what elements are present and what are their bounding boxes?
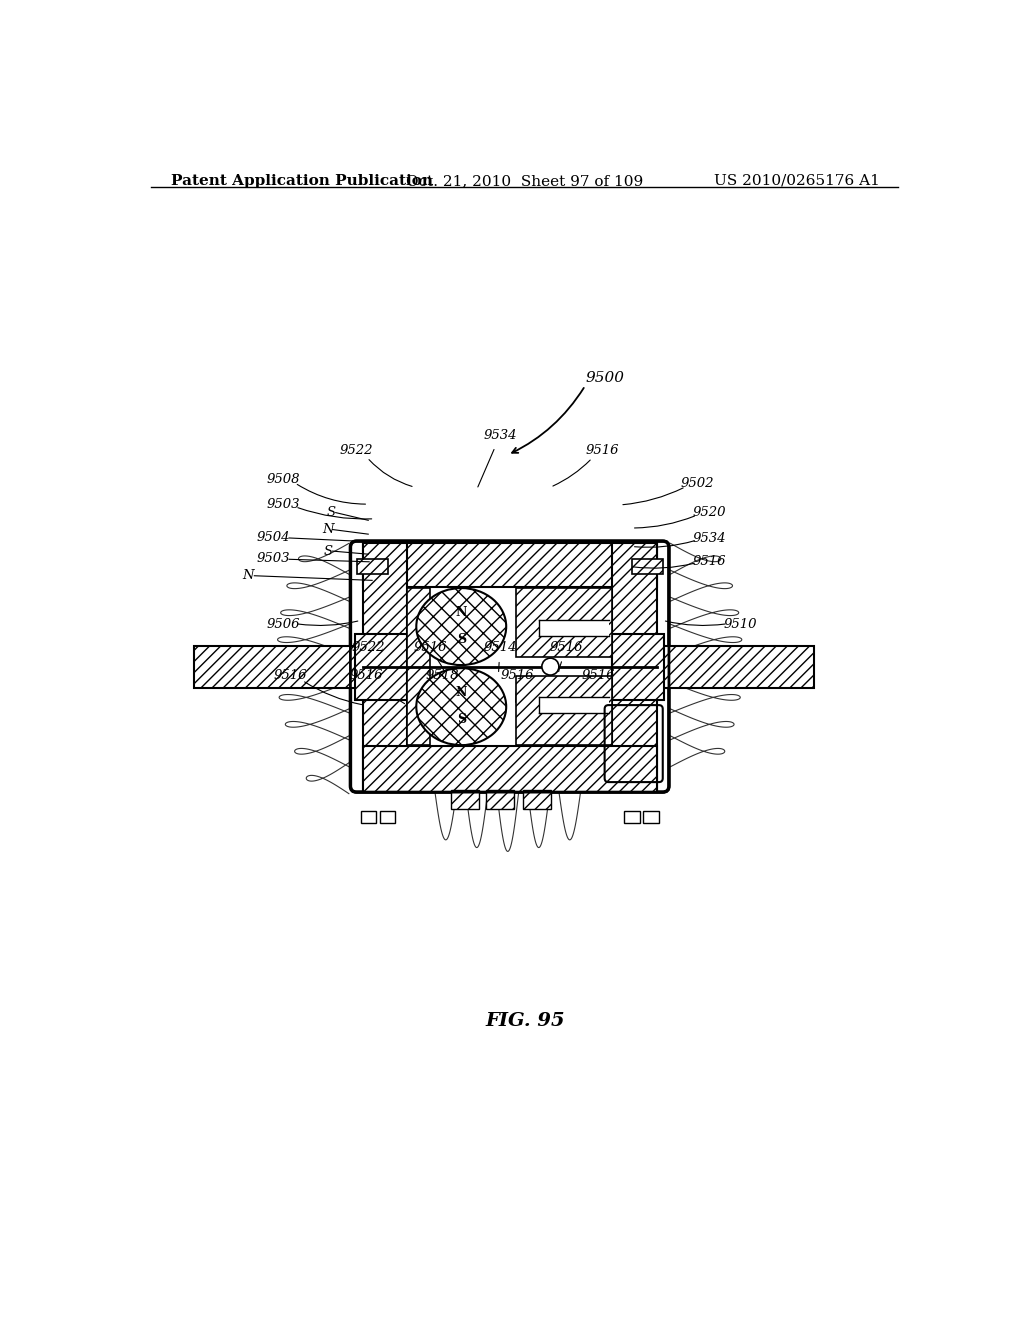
Polygon shape	[515, 676, 612, 744]
Text: N: N	[456, 686, 467, 700]
Polygon shape	[407, 589, 430, 744]
Text: N: N	[456, 606, 467, 619]
Text: N: N	[243, 569, 254, 582]
Ellipse shape	[417, 668, 506, 744]
Text: 9514: 9514	[483, 640, 517, 653]
Text: 9522: 9522	[340, 445, 374, 458]
Polygon shape	[355, 635, 407, 700]
Text: 9516: 9516	[414, 640, 447, 653]
Text: S: S	[327, 506, 336, 519]
Text: S: S	[457, 634, 466, 647]
Text: 9510: 9510	[724, 618, 757, 631]
Bar	[360, 812, 376, 822]
Polygon shape	[362, 544, 407, 789]
Bar	[643, 812, 658, 822]
Text: S: S	[457, 713, 466, 726]
Text: 9502: 9502	[681, 477, 715, 490]
Polygon shape	[356, 558, 388, 574]
Bar	[486, 789, 514, 809]
Polygon shape	[612, 544, 656, 789]
Polygon shape	[632, 558, 663, 574]
Text: 9516: 9516	[692, 556, 726, 569]
Text: 9516: 9516	[501, 669, 534, 682]
Text: 9516: 9516	[350, 669, 383, 682]
Text: 9508: 9508	[266, 473, 300, 486]
Text: 9503: 9503	[266, 499, 300, 511]
Text: 9518: 9518	[425, 669, 459, 682]
Text: 9520: 9520	[692, 506, 726, 519]
Text: N: N	[323, 523, 334, 536]
Polygon shape	[515, 589, 612, 657]
Text: 9506: 9506	[266, 618, 300, 631]
Bar	[523, 789, 551, 809]
FancyBboxPatch shape	[350, 541, 669, 792]
Text: 9516: 9516	[586, 445, 620, 458]
Text: 9516: 9516	[549, 640, 583, 653]
Text: 9534: 9534	[692, 532, 726, 545]
Bar	[452, 789, 479, 809]
Text: S: S	[324, 545, 333, 557]
Polygon shape	[663, 645, 814, 688]
Text: Patent Application Publication: Patent Application Publication	[171, 174, 432, 187]
Bar	[380, 812, 395, 822]
Polygon shape	[362, 544, 656, 587]
Text: 9522: 9522	[351, 640, 385, 653]
Text: Oct. 21, 2010  Sheet 97 of 109: Oct. 21, 2010 Sheet 97 of 109	[407, 174, 643, 187]
Bar	[624, 812, 640, 822]
Bar	[539, 697, 608, 713]
Polygon shape	[194, 645, 356, 688]
Bar	[539, 620, 608, 636]
Ellipse shape	[542, 659, 559, 675]
Text: 9500: 9500	[586, 371, 625, 385]
Text: 9504: 9504	[257, 531, 291, 544]
Polygon shape	[612, 635, 665, 700]
Ellipse shape	[417, 589, 506, 665]
Polygon shape	[362, 746, 656, 792]
Text: 9534: 9534	[483, 429, 517, 442]
Text: 9503: 9503	[257, 552, 291, 565]
Text: 9516: 9516	[582, 669, 615, 682]
Text: US 2010/0265176 A1: US 2010/0265176 A1	[714, 174, 880, 187]
Text: 9516: 9516	[274, 669, 307, 682]
Text: FIG. 95: FIG. 95	[485, 1012, 564, 1030]
